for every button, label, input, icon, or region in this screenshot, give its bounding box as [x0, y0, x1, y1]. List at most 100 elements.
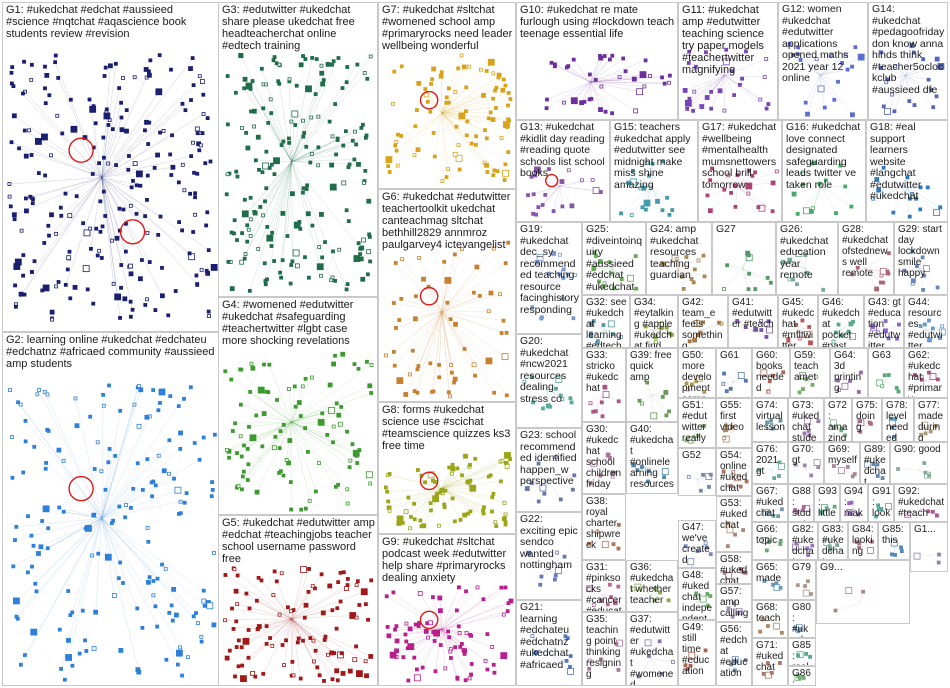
vertex[interactable] [841, 382, 849, 390]
vertex[interactable] [268, 97, 273, 102]
vertex[interactable] [209, 494, 214, 499]
vertex[interactable] [857, 545, 862, 550]
vertex[interactable] [190, 56, 195, 60]
vertex[interactable] [426, 635, 430, 640]
vertex[interactable] [366, 617, 370, 622]
vertex[interactable] [265, 224, 270, 229]
vertex[interactable] [175, 649, 183, 657]
cluster-g14[interactable]: G14: #ukedchat #pedagoofriday don know a… [868, 2, 948, 120]
vertex[interactable] [449, 363, 454, 367]
vertex[interactable] [797, 336, 802, 341]
vertex[interactable] [118, 560, 123, 565]
cluster-g41[interactable]: G41: #edutwitter #teach [728, 295, 778, 348]
vertex[interactable] [249, 109, 253, 114]
vertex[interactable] [777, 474, 781, 478]
vertex[interactable] [127, 154, 131, 158]
vertex[interactable] [277, 446, 282, 450]
vertex[interactable] [245, 447, 250, 451]
vertex[interactable] [709, 89, 714, 94]
vertex[interactable] [735, 319, 740, 323]
cluster-g83[interactable]: G83: #ukedchat [818, 522, 848, 560]
vertex[interactable] [201, 588, 206, 593]
vertex[interactable] [103, 112, 111, 120]
vertex[interactable] [246, 655, 251, 660]
vertex[interactable] [746, 287, 751, 292]
vertex[interactable] [786, 338, 791, 343]
vertex[interactable] [861, 589, 866, 594]
vertex[interactable] [743, 658, 748, 663]
cluster-g23[interactable]: G23: school recommended identified happe… [516, 428, 582, 512]
vertex[interactable] [661, 468, 669, 475]
vertex[interactable] [926, 509, 931, 514]
vertex[interactable] [29, 62, 34, 67]
vertex[interactable] [298, 62, 304, 68]
vertex[interactable] [160, 562, 164, 567]
cluster-g22[interactable]: G22: exciting epic sendco wanted notting… [516, 512, 582, 600]
vertex[interactable] [106, 161, 111, 166]
vertex[interactable] [674, 257, 679, 261]
vertex[interactable] [703, 541, 708, 546]
vertex[interactable] [225, 448, 229, 452]
vertex[interactable] [565, 272, 570, 277]
vertex[interactable] [151, 579, 156, 583]
vertex[interactable] [107, 447, 112, 451]
vertex[interactable] [870, 539, 874, 544]
vertex[interactable] [193, 195, 197, 200]
vertex[interactable] [503, 522, 508, 527]
vertex[interactable] [648, 74, 652, 78]
vertex[interactable] [68, 97, 73, 102]
vertex[interactable] [354, 583, 359, 588]
cluster-g7[interactable]: G7: #ukedchat #sltchat #womened school a… [378, 2, 516, 189]
vertex[interactable] [591, 319, 596, 323]
vertex[interactable] [662, 475, 666, 480]
vertex[interactable] [910, 278, 916, 284]
vertex[interactable] [280, 643, 285, 647]
vertex[interactable] [721, 469, 726, 474]
vertex[interactable] [32, 259, 37, 264]
cluster-g36[interactable]: G36: #ukedchat whether teacher [626, 560, 678, 612]
vertex[interactable] [249, 434, 257, 442]
vertex[interactable] [310, 56, 315, 60]
vertex[interactable] [767, 379, 772, 384]
vertex[interactable] [930, 509, 935, 514]
vertex[interactable] [659, 671, 664, 676]
vertex[interactable] [835, 543, 840, 548]
cluster-g45[interactable]: G45: #ukedchat #mfltwitter fantastic [778, 295, 818, 348]
vertex[interactable] [503, 121, 510, 128]
vertex[interactable] [589, 321, 595, 327]
vertex[interactable] [408, 526, 412, 531]
vertex[interactable] [303, 57, 308, 61]
cluster-g72[interactable]: G72: amazing comments [824, 398, 852, 442]
vertex[interactable] [701, 320, 705, 325]
vertex[interactable] [850, 272, 855, 277]
vertex[interactable] [858, 429, 863, 434]
vertex[interactable] [121, 76, 125, 80]
vertex[interactable] [111, 518, 115, 523]
vertex[interactable] [910, 249, 915, 254]
vertex[interactable] [598, 53, 602, 58]
vertex[interactable] [167, 438, 172, 443]
vertex[interactable] [621, 56, 626, 61]
vertex[interactable] [462, 652, 467, 656]
vertex[interactable] [452, 151, 458, 157]
vertex[interactable] [132, 161, 138, 167]
vertex[interactable] [281, 473, 286, 478]
vertex[interactable] [886, 336, 891, 341]
vertex[interactable] [299, 507, 304, 512]
cluster-g75[interactable]: G75: doing [852, 398, 882, 442]
cluster-g61[interactable]: G61 [716, 348, 752, 398]
vertex[interactable] [871, 325, 875, 329]
vertex[interactable] [31, 197, 35, 202]
vertex[interactable] [617, 75, 622, 79]
vertex[interactable] [662, 81, 667, 86]
vertex[interactable] [232, 218, 237, 223]
vertex[interactable] [653, 334, 658, 340]
vertex[interactable] [182, 188, 187, 193]
vertex[interactable] [313, 489, 318, 494]
vertex[interactable] [607, 582, 612, 587]
vertex[interactable] [60, 131, 65, 136]
vertex[interactable] [367, 232, 372, 237]
vertex[interactable] [156, 232, 161, 237]
vertex[interactable] [504, 393, 509, 398]
vertex[interactable] [725, 263, 730, 268]
